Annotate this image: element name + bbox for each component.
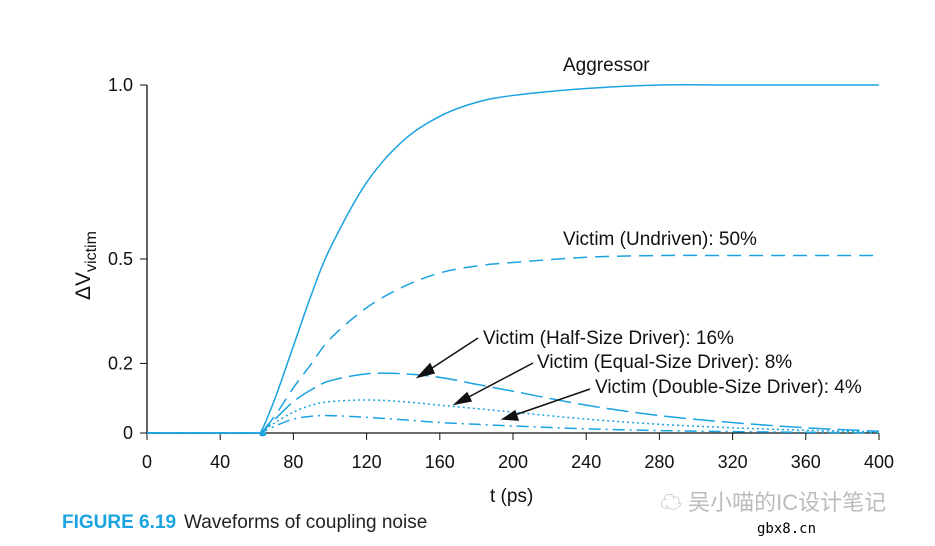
x-tick-label: 80 <box>283 452 303 472</box>
series-line-3 <box>146 399 880 435</box>
x-tick-label: 240 <box>571 452 601 472</box>
x-tick-label: 360 <box>791 452 821 472</box>
figure-number: FIGURE 6.19 <box>62 512 177 533</box>
watermark-site: gbx8.cn <box>757 521 817 537</box>
series-line-2 <box>146 372 880 435</box>
x-tick-label: 400 <box>864 452 894 472</box>
series-line-4 <box>146 414 880 435</box>
y-tick-label: 1.0 <box>108 75 133 95</box>
x-tick-label: 160 <box>425 452 455 472</box>
x-axis-label: t (ps) <box>490 486 533 507</box>
arrow-equal-size <box>462 362 534 401</box>
y-axis-label-main: ΔV <box>72 272 95 300</box>
arrowhead-half-size <box>415 362 436 379</box>
wechat-icon: ☁ <box>660 490 689 515</box>
y-axis-label-subscript: victim <box>83 231 100 272</box>
y-tick-label: 0 <box>123 423 133 443</box>
label-equal-size: Victim (Equal-Size Driver): 8% <box>537 352 792 373</box>
label-double-size: Victim (Double-Size Driver): 4% <box>595 377 862 398</box>
series-line-0 <box>146 83 879 437</box>
y-tick-label: 0.2 <box>108 353 133 373</box>
axes: 0 40 80 120 160 200 240 280 320 360 400 0 0.2 0.5 1.0 <box>108 75 894 472</box>
x-tick-label: 40 <box>210 452 230 472</box>
arrow-double-size <box>511 388 591 417</box>
label-half-size: Victim (Half-Size Driver): 16% <box>483 328 734 349</box>
label-undriven: Victim (Undriven): 50% <box>563 229 757 250</box>
series-line-1 <box>146 254 879 436</box>
x-tick-label: 120 <box>352 452 382 472</box>
figure-caption: FIGURE 6.19 Waveforms of coupling noise <box>62 512 427 534</box>
arrow-half-size <box>425 337 479 373</box>
y-tick-label: 0.5 <box>108 249 133 269</box>
caption-text: Waveforms of coupling noise <box>184 512 428 533</box>
y-axis-label: ΔVvictim <box>72 231 100 300</box>
x-tick-label: 0 <box>142 452 152 472</box>
x-tick-label: 280 <box>644 452 674 472</box>
series-lines <box>146 83 880 437</box>
arrowhead-equal-size <box>452 391 473 406</box>
watermark-text: 吴小喵的IC设计笔记 <box>688 490 887 515</box>
watermark: ☁ 吴小喵的IC设计笔记 <box>660 490 886 516</box>
arrowhead-double-size <box>500 409 520 421</box>
x-tick-label: 320 <box>718 452 748 472</box>
x-tick-label: 200 <box>498 452 528 472</box>
label-aggressor: Aggressor <box>563 55 650 76</box>
